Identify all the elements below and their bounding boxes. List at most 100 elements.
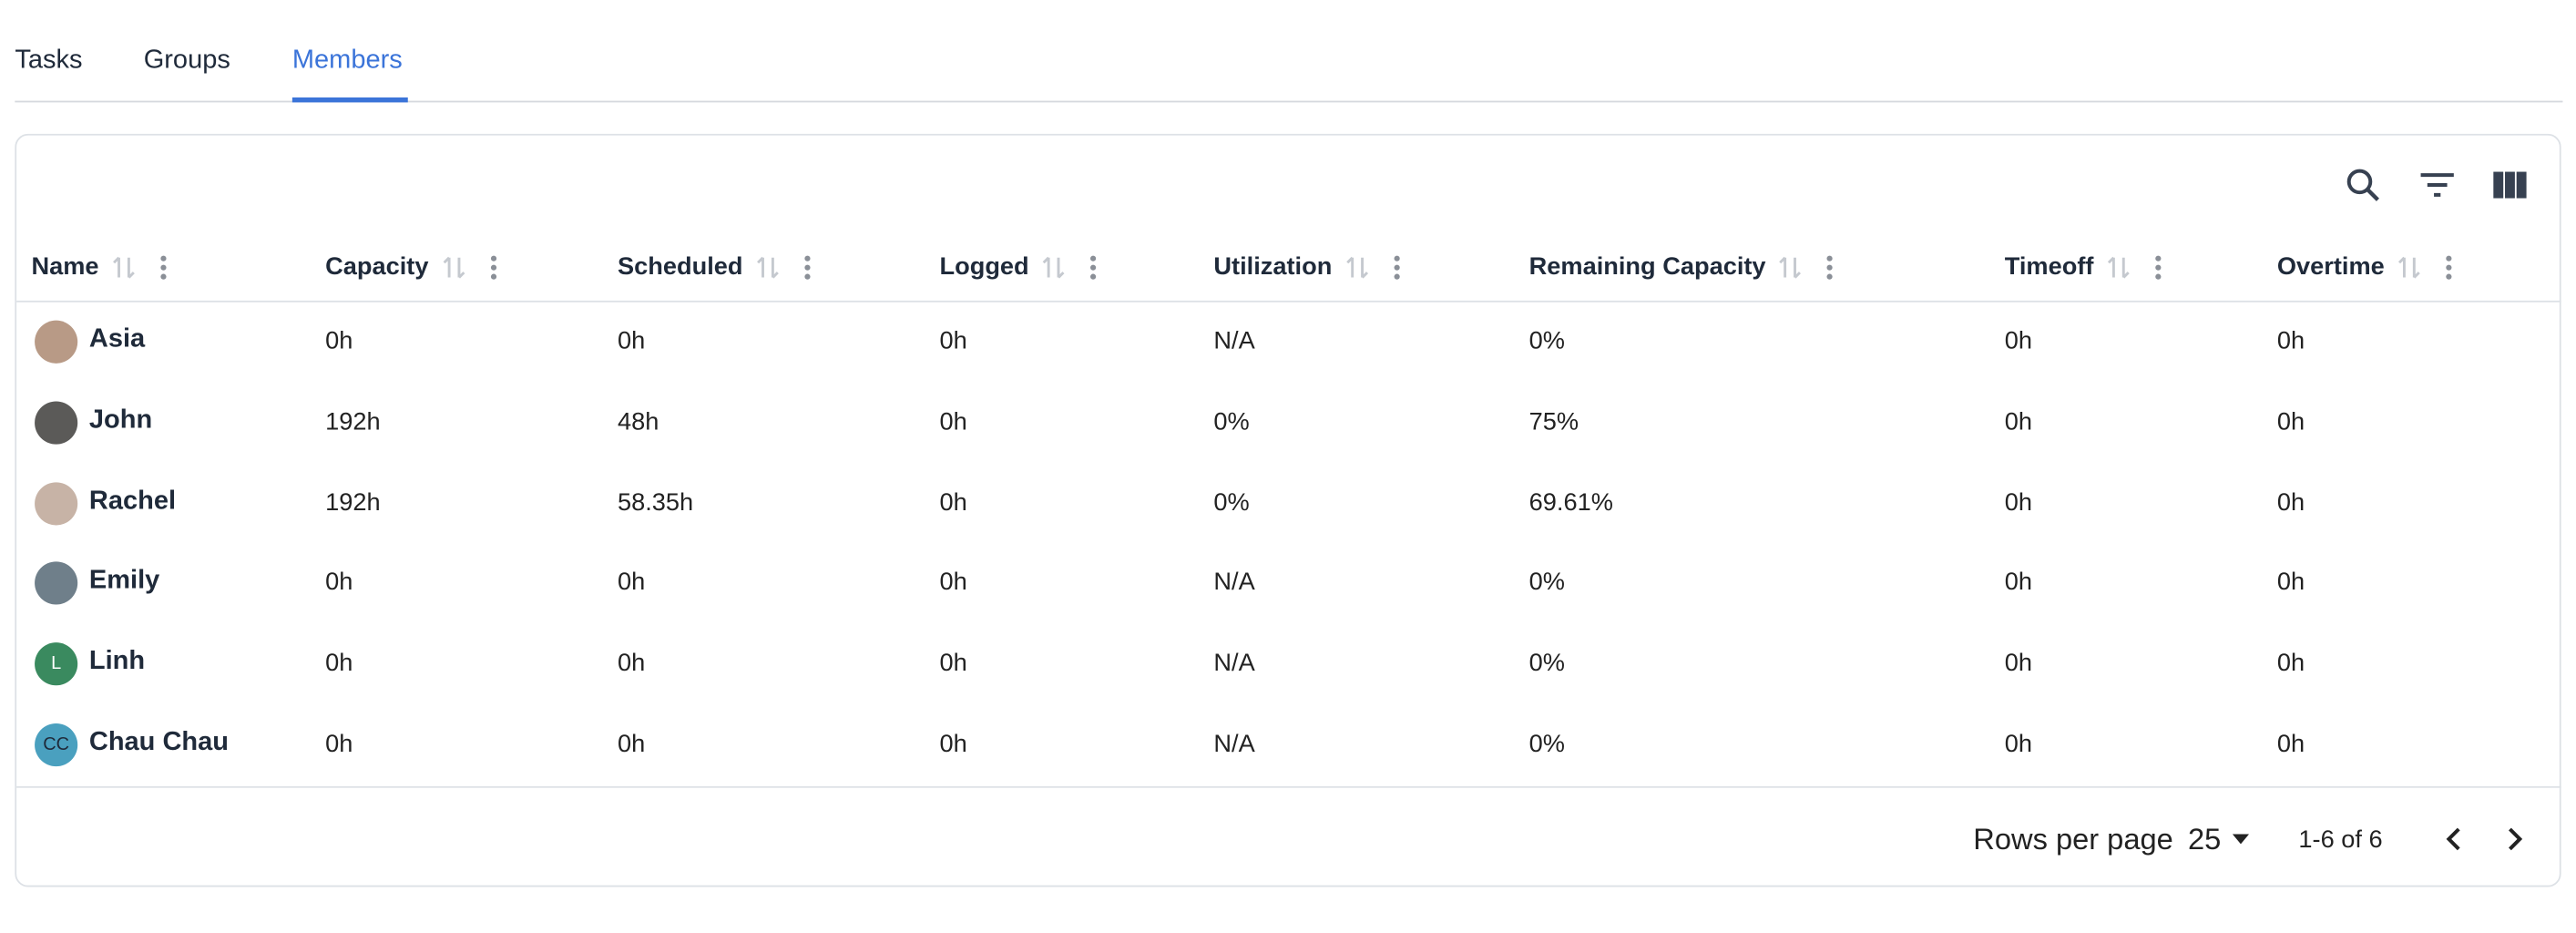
column-header[interactable]: Name: [31, 251, 171, 282]
cell: 0%: [1528, 730, 1565, 759]
sort-icon[interactable]: [752, 251, 782, 282]
cell: N/A: [1213, 649, 1255, 678]
cell: 0h: [2004, 487, 2032, 517]
prev-page[interactable]: [2440, 825, 2467, 852]
cell: 0h: [617, 649, 646, 678]
cell: 0h: [939, 326, 967, 355]
tab[interactable]: Tasks: [15, 46, 83, 75]
tab-underline: [291, 97, 408, 103]
cell: 0%: [1213, 487, 1250, 517]
column-header[interactable]: Scheduled: [618, 251, 815, 282]
cell: 0h: [325, 649, 353, 678]
next-page[interactable]: [2501, 825, 2528, 852]
cell: 192h: [325, 487, 381, 517]
member-name: Linh: [88, 647, 146, 676]
header-label[interactable]: Capacity: [325, 252, 429, 282]
cell: 69.61%: [1528, 487, 1613, 517]
cell: 0h: [617, 326, 646, 355]
sort-icon[interactable]: [1039, 251, 1069, 282]
column-header[interactable]: Capacity: [325, 251, 501, 282]
header-label[interactable]: Utilization: [1213, 252, 1333, 282]
tab[interactable]: Groups: [143, 46, 230, 75]
sort-icon[interactable]: [1775, 251, 1805, 282]
header-label[interactable]: Name: [31, 252, 99, 282]
columns-icon[interactable]: [2490, 165, 2530, 205]
header-divider: [16, 300, 2561, 302]
cell: 0h: [2276, 569, 2305, 598]
column-menu[interactable]: [2150, 251, 2166, 282]
avatar-initials: L: [51, 654, 62, 674]
tab-divider: [15, 100, 2563, 103]
avatar: CC: [35, 723, 78, 767]
table-card: [15, 133, 2561, 887]
dropdown-arrow[interactable]: [2229, 831, 2252, 847]
column-menu[interactable]: [485, 251, 501, 282]
cell: 0h: [325, 730, 353, 759]
column-menu[interactable]: [1822, 251, 1838, 282]
avatar-initials: CC: [43, 734, 70, 755]
column-menu[interactable]: [2440, 251, 2457, 282]
cell: 0h: [617, 730, 646, 759]
cell: 0h: [939, 569, 967, 598]
member-name: Rachel: [88, 487, 177, 515]
cell: N/A: [1213, 730, 1255, 759]
cell: 0h: [939, 730, 967, 759]
sort-icon[interactable]: [2395, 251, 2425, 282]
cell: 0h: [2004, 569, 2032, 598]
cell: 0%: [1528, 649, 1565, 678]
sort-icon[interactable]: [108, 251, 138, 282]
column-menu[interactable]: [155, 251, 171, 282]
sort-icon[interactable]: [2103, 251, 2133, 282]
sort-icon[interactable]: [438, 251, 468, 282]
cell: 75%: [1528, 407, 1579, 436]
cell: 0h: [617, 569, 646, 598]
cell: 0h: [2276, 326, 2305, 355]
cell: 0h: [2276, 730, 2305, 759]
search-icon[interactable]: [2343, 165, 2383, 205]
filter-icon[interactable]: [2418, 165, 2458, 205]
member-name: Asia: [88, 325, 146, 354]
cell: 0h: [325, 569, 353, 598]
tab[interactable]: Members: [291, 46, 403, 75]
cell: 58.35h: [617, 487, 694, 517]
cell: 0h: [939, 649, 967, 678]
rows-per-page-select[interactable]: 25: [2187, 822, 2222, 856]
sort-icon[interactable]: [1342, 251, 1372, 282]
cell: 0h: [2004, 649, 2032, 678]
cell: 0h: [2276, 649, 2305, 678]
header-label[interactable]: Scheduled: [617, 252, 743, 282]
cell: 0%: [1528, 569, 1565, 598]
header-label[interactable]: Remaining Capacity: [1528, 252, 1766, 282]
cell: 0%: [1213, 407, 1250, 436]
avatar: [35, 481, 78, 525]
avatar: L: [35, 642, 78, 686]
column-menu[interactable]: [1388, 251, 1405, 282]
column-header[interactable]: Utilization: [1213, 251, 1405, 282]
cell: 0h: [939, 407, 967, 436]
cell: 0h: [2276, 487, 2305, 517]
cell: 0%: [1528, 326, 1565, 355]
cell: 0h: [2004, 326, 2032, 355]
column-header[interactable]: Logged: [939, 251, 1101, 282]
cell: 0h: [939, 487, 967, 517]
cell: 48h: [617, 407, 659, 436]
column-header[interactable]: Remaining Capacity: [1529, 251, 1839, 282]
cell: N/A: [1213, 569, 1255, 598]
column-menu[interactable]: [799, 251, 815, 282]
cell: 0h: [2004, 407, 2032, 436]
column-header[interactable]: Timeoff: [2005, 251, 2166, 282]
cell: 0h: [2276, 407, 2305, 436]
rows-per-page-label: Rows per page: [1973, 822, 2173, 856]
column-header[interactable]: Overtime: [2277, 251, 2458, 282]
column-menu[interactable]: [1085, 251, 1101, 282]
header-label[interactable]: Logged: [939, 252, 1029, 282]
cell: 0h: [2004, 730, 2032, 759]
footer-divider: [16, 785, 2561, 788]
header-label[interactable]: Timeoff: [2004, 252, 2094, 282]
cell: N/A: [1213, 326, 1255, 355]
member-name: John: [88, 405, 153, 435]
avatar: [35, 562, 78, 606]
member-name: Emily: [88, 567, 160, 596]
header-label[interactable]: Overtime: [2276, 252, 2385, 282]
